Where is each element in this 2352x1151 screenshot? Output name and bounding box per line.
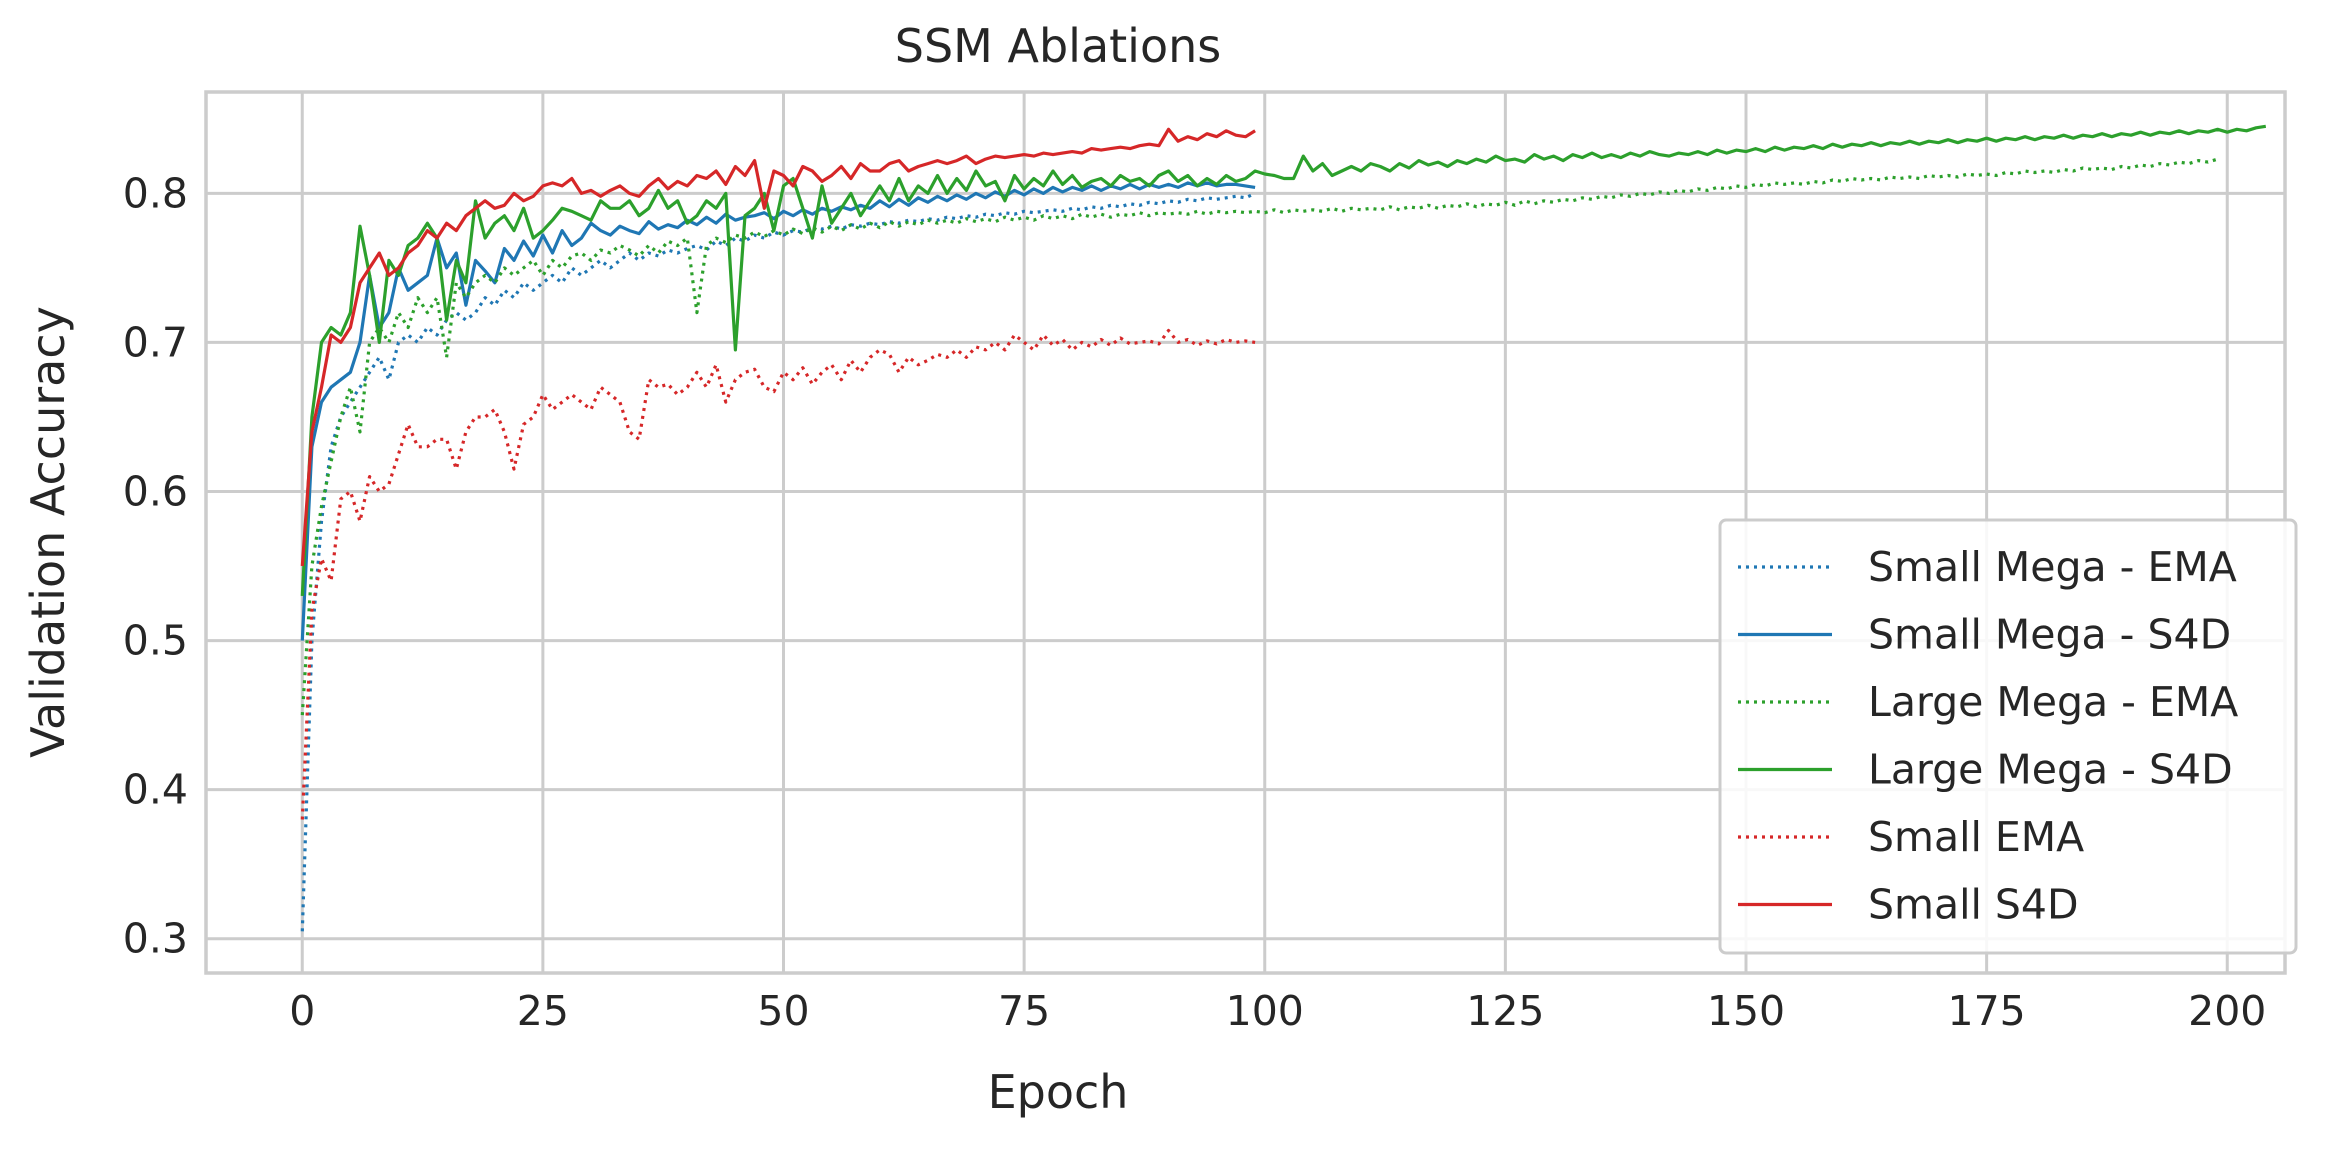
legend-item-small-ema: Small EMA	[1738, 813, 2084, 861]
legend-item-small-mega-ema: Small Mega - EMA	[1738, 543, 2237, 591]
x-tick-label: 175	[1947, 987, 2025, 1035]
legend-label: Small S4D	[1868, 881, 2079, 929]
y-tick-label: 0.3	[123, 915, 188, 963]
x-tick-label: 125	[1466, 987, 1544, 1035]
legend-label: Small Mega - S4D	[1868, 611, 2231, 659]
y-tick-label: 0.5	[123, 617, 188, 665]
legend: Small Mega - EMA Small Mega - S4D Large Me…	[1718, 518, 2298, 955]
x-tick-label: 50	[757, 987, 809, 1035]
series-line-small-s4d	[300, 127, 1256, 567]
y-tick-label: 0.8	[123, 169, 188, 217]
x-axis-label: Epoch	[988, 1065, 1129, 1119]
x-tick-label: 0	[289, 987, 315, 1035]
series-line-small-ema	[300, 328, 1256, 820]
legend-item-large-mega-ema: Large Mega - EMA	[1738, 678, 2238, 726]
x-tick-label: 25	[517, 987, 569, 1035]
series-line-small-mega-s4d	[300, 181, 1256, 641]
y-axis-ticks: 0.3 0.4 0.5 0.6 0.7 0.8	[123, 169, 188, 962]
series-layer	[300, 124, 2267, 932]
y-tick-label: 0.6	[123, 468, 188, 516]
legend-item-large-mega-s4d: Large Mega - S4D	[1738, 746, 2233, 794]
y-tick-label: 0.4	[123, 766, 188, 814]
legend-item-small-s4d: Small S4D	[1738, 881, 2079, 929]
x-axis-ticks: 0 25 50 75 100 125 150 175 200	[289, 987, 2266, 1035]
legend-label: Small EMA	[1868, 813, 2084, 861]
legend-label: Large Mega - EMA	[1868, 678, 2238, 726]
series-line-large-mega-ema	[300, 157, 2219, 716]
chart-title: SSM Ablations	[895, 19, 1221, 73]
legend-items: Small Mega - EMA Small Mega - S4D Large Me…	[1738, 543, 2238, 929]
legend-label: Large Mega - S4D	[1868, 746, 2233, 794]
legend-box	[1718, 518, 2298, 955]
x-tick-label: 100	[1226, 987, 1304, 1035]
x-tick-label: 75	[998, 987, 1050, 1035]
legend-item-small-mega-s4d: Small Mega - S4D	[1738, 611, 2231, 659]
legend-label: Small Mega - EMA	[1868, 543, 2237, 591]
x-tick-label: 200	[2188, 987, 2266, 1035]
series-line-large-mega-s4d	[300, 124, 2267, 596]
y-tick-label: 0.7	[123, 318, 188, 366]
y-axis-label: Validation Accuracy	[21, 306, 75, 758]
x-tick-label: 150	[1707, 987, 1785, 1035]
